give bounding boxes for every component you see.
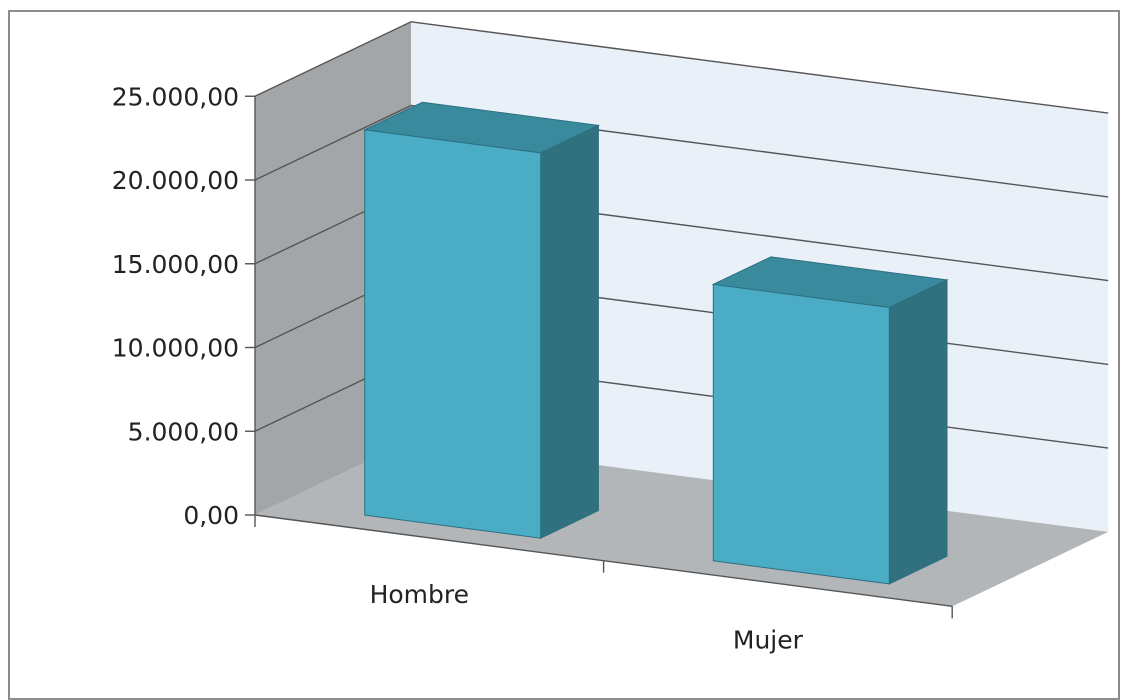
bar-front-face [364,129,542,539]
x-category-label: Hombre [370,580,469,609]
chart-3d-column: 0,00 5.000,00 10.000,00 15.000,00 20.000,00 2… [112,21,1109,655]
y-tick-label: 15.000,00 [112,250,239,279]
gridline [254,21,1109,114]
bar-side-face [888,279,948,585]
y-tick-label: 5.000,00 [128,417,239,446]
bar-hombre [362,101,601,539]
axis-lines [254,96,953,619]
bar-side-face [540,124,599,539]
x-category-label: Mujer [733,626,804,655]
bar-front-face [712,283,890,585]
gridline [254,104,1109,198]
y-tick-label: 25.000,00 [112,82,239,111]
bars [362,101,949,585]
y-tick-label: 20.000,00 [112,166,239,195]
bar-mujer [711,256,949,585]
y-axis-tick-labels: 0,00 5.000,00 10.000,00 15.000,00 20.000,00 2… [112,82,239,530]
x-axis-category-labels: Hombre Mujer [370,580,804,655]
y-tick-label: 10.000,00 [112,334,239,363]
y-tick-label: 0,00 [183,501,239,530]
